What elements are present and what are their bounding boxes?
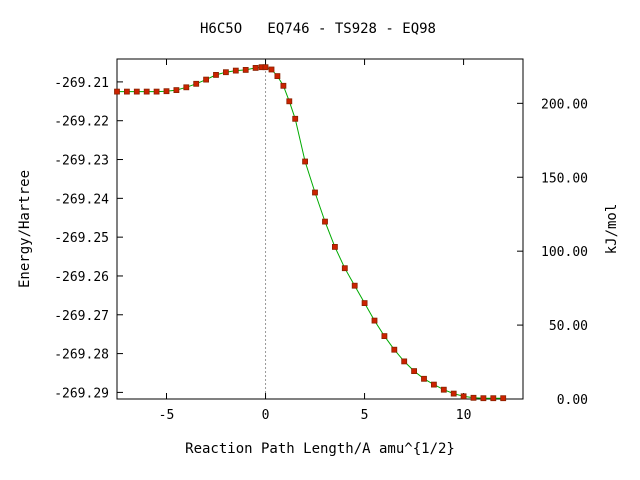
data-point xyxy=(213,72,219,78)
data-point xyxy=(391,346,398,353)
y-tick-label: -269.24 xyxy=(54,192,109,207)
data-point xyxy=(421,375,427,382)
data-point xyxy=(274,73,281,79)
data-point xyxy=(490,395,497,402)
data-point xyxy=(286,98,293,105)
data-point xyxy=(203,76,210,83)
data-point xyxy=(351,282,358,289)
data-point xyxy=(292,115,299,122)
data-point xyxy=(460,393,467,400)
y2-tick-label: 0.00 xyxy=(557,393,588,408)
data-point xyxy=(331,243,338,250)
data-point xyxy=(153,88,160,95)
data-point xyxy=(232,67,239,74)
data-point xyxy=(262,64,269,71)
data-point xyxy=(193,80,200,87)
data-point xyxy=(242,67,249,73)
y2-tick-label: 150.00 xyxy=(541,171,588,186)
data-point xyxy=(302,158,309,165)
x-tick-label: 10 xyxy=(456,408,472,423)
data-point xyxy=(143,88,150,95)
data-point xyxy=(114,88,120,95)
y-tick-label: -269.28 xyxy=(54,348,109,363)
data-point xyxy=(430,381,437,388)
y2-tick-label: 200.00 xyxy=(541,97,588,112)
y-tick-label: -269.22 xyxy=(54,115,109,130)
x-tick-label: -5 xyxy=(159,408,175,423)
data-point xyxy=(222,69,229,76)
x-tick-label: 0 xyxy=(262,408,270,423)
data-point xyxy=(470,394,477,401)
energy-curve xyxy=(117,66,504,399)
chart-title: H6C5O EQ746 - TS928 - EQ98 xyxy=(200,21,436,37)
data-point xyxy=(341,265,348,272)
plot-frame xyxy=(116,58,524,400)
data-point xyxy=(133,88,140,95)
data-point xyxy=(371,317,378,324)
y2-tick-label: 50.00 xyxy=(549,319,588,334)
y-tick-label: -269.21 xyxy=(54,76,109,91)
data-point xyxy=(280,82,287,89)
data-point xyxy=(163,88,170,95)
data-point xyxy=(124,88,130,95)
y-tick-label: -269.26 xyxy=(54,270,109,285)
y-tick-label: -269.23 xyxy=(54,154,109,169)
data-point xyxy=(312,189,318,196)
data-point xyxy=(440,386,447,393)
y-tick-label: -269.25 xyxy=(54,231,109,246)
data-point xyxy=(252,65,259,71)
plot-layer: -5 0 5 10 -269.21 -269.22 -269.23 -269.24 -269.2… xyxy=(54,58,588,423)
y2-tick-label: 100.00 xyxy=(541,245,588,260)
data-point xyxy=(361,300,368,307)
x-tick-label: 5 xyxy=(361,408,369,423)
y-tick-label: -269.29 xyxy=(54,386,109,401)
data-point xyxy=(173,87,180,93)
x-axis-title: Reaction Path Length/A amu^{1/2} xyxy=(185,441,455,457)
y-tick-label: -269.27 xyxy=(54,309,109,324)
data-point xyxy=(268,66,275,73)
data-point xyxy=(381,333,388,340)
data-point xyxy=(480,395,487,402)
data-point xyxy=(322,218,328,225)
data-point xyxy=(500,395,507,402)
data-point xyxy=(411,368,418,375)
y2-axis-title: kJ/mol xyxy=(604,204,620,255)
data-point xyxy=(183,84,190,91)
y-axis-title: Energy/Hartree xyxy=(17,170,33,288)
data-point xyxy=(450,390,457,397)
data-point xyxy=(401,358,408,365)
